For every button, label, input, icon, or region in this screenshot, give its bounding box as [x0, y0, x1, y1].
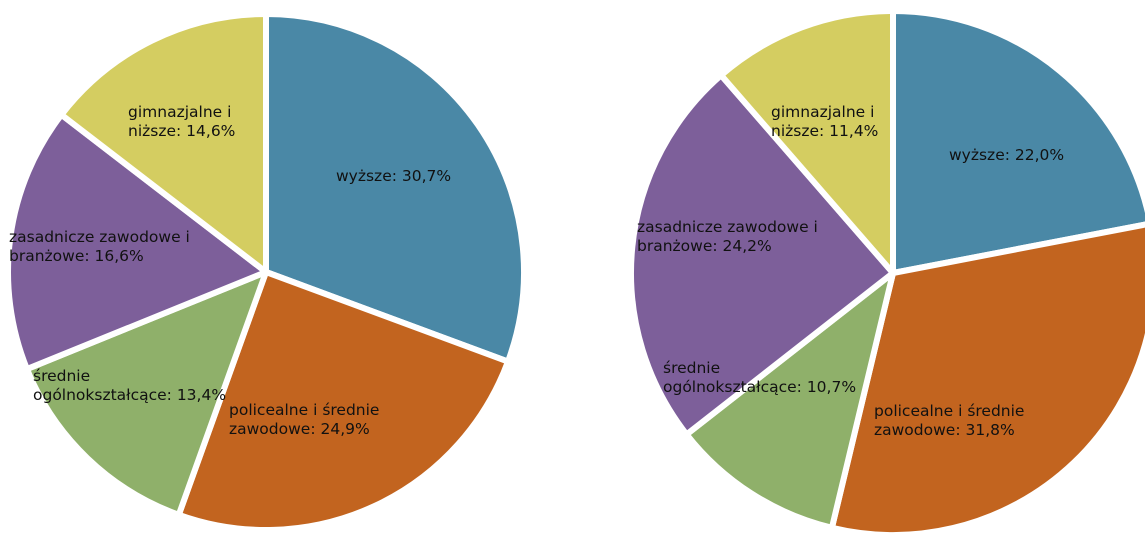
slice-label-line: policealne i średnie	[874, 402, 1024, 420]
slice-label-line: średnie	[33, 367, 90, 385]
slice-label-line: wyższe: 22,0%	[949, 146, 1064, 164]
slice-label-zasadnicze: zasadnicze zawodowe i branżowe: 16,6%	[9, 228, 190, 265]
slice-label-line: policealne i średnie	[229, 401, 379, 419]
slice-label-gimnazjalne: gimnazjalne i niższe: 14,6%	[128, 103, 235, 140]
slice-zasadnicze	[628, 72, 896, 438]
slice-gimnazjalne	[718, 8, 896, 276]
slice-label-line: niższe: 11,4%	[771, 122, 878, 140]
slice-label-line: zawodowe: 31,8%	[874, 421, 1015, 439]
slice-label-line: ogólnokształcące: 10,7%	[663, 378, 856, 396]
slice-label-srednie: średnie ogólnokształcące: 10,7%	[663, 359, 856, 396]
pie-chart-left: wyższe: 30,7% policealne i średnie zawodow…	[5, 11, 528, 533]
slice-label-line: zasadnicze zawodowe i	[9, 228, 190, 246]
slice-label-line: gimnazjalne i	[771, 103, 874, 121]
slice-label-wyzsze: wyższe: 22,0%	[949, 146, 1064, 164]
slice-label-line: zawodowe: 24,9%	[229, 420, 370, 438]
slice-label-line: ogólnokształcące: 13,4%	[33, 386, 226, 404]
slice-label-line: zasadnicze zawodowe i	[637, 218, 818, 236]
slice-srednie	[23, 269, 269, 518]
slice-label-line: średnie	[663, 359, 720, 377]
slice-label-line: branżowe: 16,6%	[9, 247, 144, 265]
slice-wyzsze	[890, 8, 1145, 276]
slice-wyzsze	[263, 11, 528, 365]
slice-zasadnicze	[5, 111, 269, 373]
slice-label-line: branżowe: 24,2%	[637, 237, 772, 255]
slice-label-policealne: policealne i średnie zawodowe: 31,8%	[874, 402, 1024, 439]
slice-label-zasadnicze: zasadnicze zawodowe i branżowe: 24,2%	[637, 218, 818, 255]
slice-gimnazjalne	[58, 11, 269, 275]
slice-policealne	[828, 221, 1145, 533]
slice-label-line: gimnazjalne i	[128, 103, 231, 121]
slice-label-gimnazjalne: gimnazjalne i niższe: 11,4%	[771, 103, 878, 140]
pie-chart-right: wyższe: 22,0% policealne i średnie zawodow…	[628, 8, 1145, 533]
slice-label-wyzsze: wyższe: 30,7%	[336, 167, 451, 185]
slice-label-line: wyższe: 30,7%	[336, 167, 451, 185]
slice-srednie	[683, 270, 896, 531]
slice-label-srednie: średnie ogólnokształcące: 13,4%	[33, 367, 226, 404]
slice-label-line: niższe: 14,6%	[128, 122, 235, 140]
slice-label-policealne: policealne i średnie zawodowe: 24,9%	[229, 401, 379, 438]
slice-policealne	[175, 269, 511, 533]
